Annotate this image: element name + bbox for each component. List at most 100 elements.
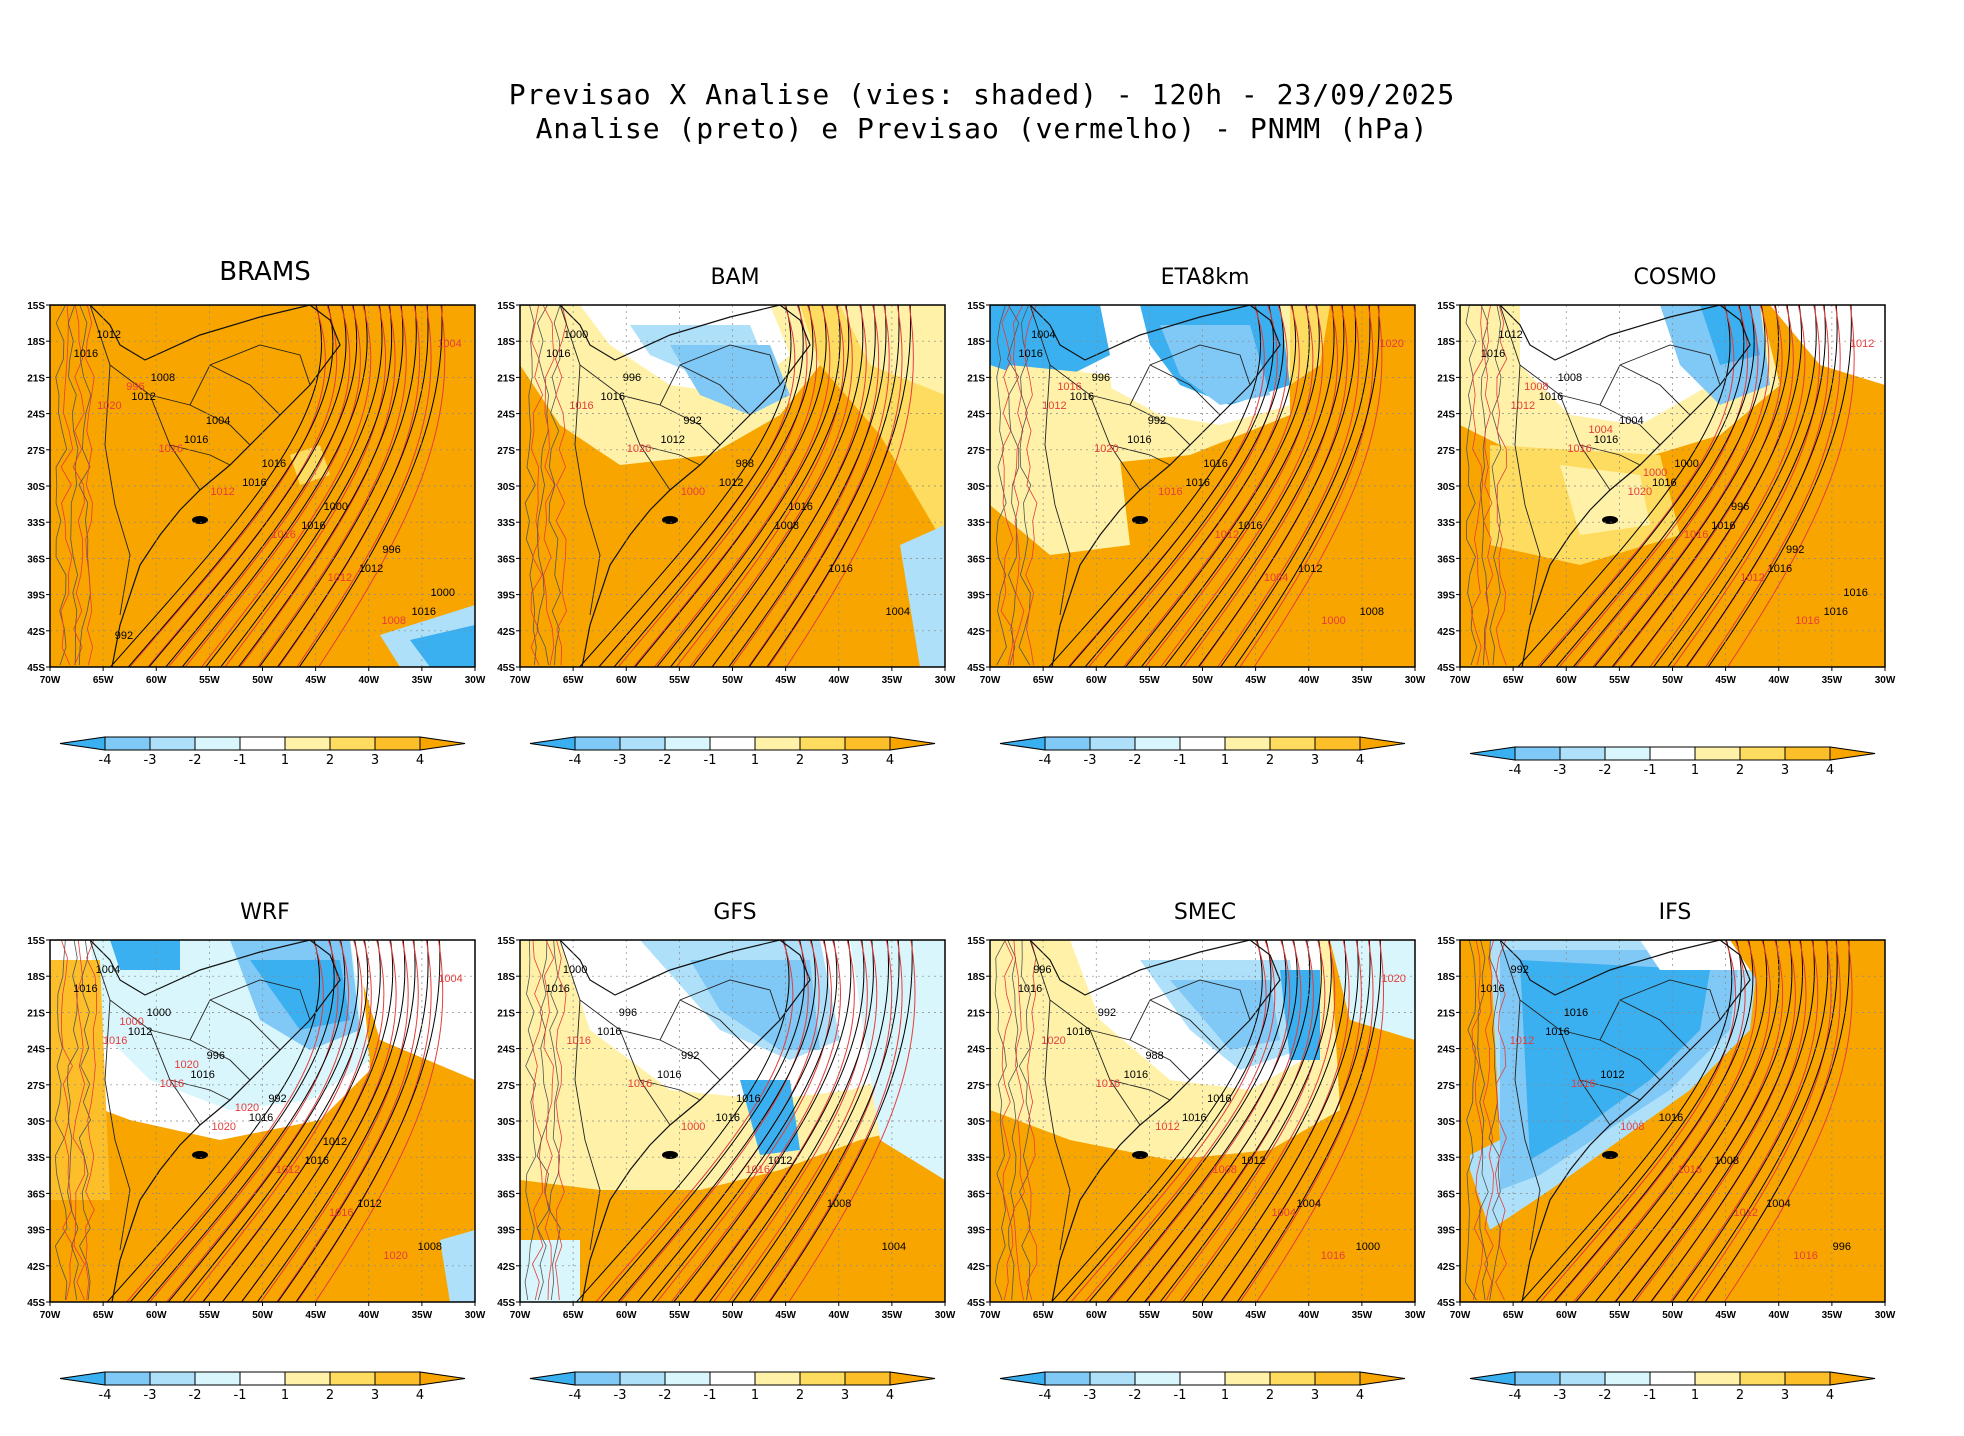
isobars	[524, 940, 916, 1302]
red-contour-label: 1004	[1588, 424, 1612, 436]
black-contour-label: 1016	[1018, 348, 1042, 360]
red-contour-label: 1000	[1643, 467, 1667, 479]
panel-title: WRF	[240, 900, 290, 925]
red-contour-label: 1012	[1740, 572, 1764, 584]
black-contour-label: 992	[268, 1093, 286, 1105]
red-contour-label: 1004	[438, 973, 462, 985]
lat-label: 24S	[967, 1045, 985, 1056]
colorbar-label: -4	[1039, 753, 1052, 768]
lat-label: 45S	[27, 1298, 45, 1309]
red-contour-label: 1000	[681, 1121, 705, 1133]
red-contour-label: 1000	[119, 1016, 143, 1028]
lat-label: 36S	[967, 1189, 985, 1200]
lon-label: 70W	[980, 1310, 1001, 1321]
colorbar-label: 3	[371, 753, 379, 768]
isobars	[994, 940, 1385, 1302]
red-contour-label: 1016	[569, 400, 593, 412]
lon-label: 35W	[882, 675, 903, 686]
lat-label: 36S	[497, 554, 515, 565]
colorbar-label: 4	[886, 1388, 894, 1403]
black-contour-label: 1000	[1674, 458, 1698, 470]
colorbar	[999, 1371, 1406, 1386]
lon-label: 30W	[1875, 1310, 1896, 1321]
black-contour-label: 1012	[661, 434, 685, 446]
black-contour-label: 992	[115, 630, 133, 642]
coastlines	[520, 940, 811, 1302]
colorbar-label: -1	[234, 1388, 247, 1403]
lon-label: 35W	[882, 1310, 903, 1321]
lat-label: 27S	[497, 446, 515, 457]
colorbar-label: -3	[144, 753, 157, 768]
black-contour-label: 1004	[1766, 1198, 1790, 1210]
black-contour-label: 1016	[1238, 520, 1262, 532]
grid	[46, 939, 476, 1306]
lon-label: 40W	[358, 675, 379, 686]
red-contour-label: 1016	[1057, 381, 1081, 393]
coastlines	[50, 305, 341, 667]
panel-title: GFS	[713, 900, 757, 925]
colorbar-label: -1	[1174, 1388, 1187, 1403]
lat-label: 36S	[27, 554, 45, 565]
black-contour-label: 1016	[1203, 458, 1227, 470]
black-contour-label: 1016	[184, 434, 208, 446]
black-contour-label: 1016	[1186, 477, 1210, 489]
lon-label: 65W	[93, 675, 114, 686]
lat-label: 45S	[967, 663, 985, 674]
black-contour-label: 996	[207, 1050, 225, 1062]
red-contour-label: 1020	[627, 443, 651, 455]
black-contour-label: 992	[681, 1050, 699, 1062]
red-contour-label: 1020	[97, 400, 121, 412]
colorbar-label: 4	[416, 753, 424, 768]
colorbar-label: 4	[1826, 1388, 1834, 1403]
colorbar-label: 3	[1311, 1388, 1319, 1403]
colorbar-label: -1	[704, 1388, 717, 1403]
lon-label: 60W	[1086, 675, 1107, 686]
red-contour-label: 1016	[628, 1078, 652, 1090]
colorbar-label: 2	[326, 1388, 334, 1403]
black-contour-label: 1016	[1564, 1007, 1588, 1019]
black-contour-label: 1008	[418, 1241, 442, 1253]
colorbar-label: 4	[1826, 763, 1834, 778]
panel-title: SMEC	[1173, 900, 1237, 925]
black-contour-label: 1016	[1711, 520, 1735, 532]
lat-label: 30S	[497, 1117, 515, 1128]
red-contour-label: 1016	[1567, 443, 1591, 455]
black-contour-label: 1016	[1182, 1112, 1206, 1124]
lon-label: 60W	[1556, 675, 1577, 686]
lon-label: 40W	[828, 675, 849, 686]
colorbar	[59, 1371, 466, 1386]
black-contour-label: 1016	[242, 477, 266, 489]
lat-label: 18S	[1437, 337, 1455, 348]
red-contour-label: 1012	[210, 486, 234, 498]
lon-label: 45W	[775, 1310, 796, 1321]
red-contour-label: 1016	[329, 1207, 353, 1219]
colorbar-label: 1	[281, 753, 289, 768]
lat-label: 27S	[967, 1081, 985, 1092]
colorbar-label: 3	[841, 753, 849, 768]
colorbar-label: 2	[1266, 753, 1274, 768]
red-contour-label: 1012	[1850, 338, 1874, 350]
colorbar-label: -1	[704, 753, 717, 768]
lon-label: 65W	[563, 1310, 584, 1321]
colorbar-label: 3	[1781, 763, 1789, 778]
black-contour-label: 1016	[1124, 1069, 1148, 1081]
lon-label: 55W	[199, 1310, 220, 1321]
lon-label: 50W	[1662, 1310, 1683, 1321]
lat-label: 30S	[1437, 482, 1455, 493]
red-contour-label: 1016	[1096, 1078, 1120, 1090]
colorbar-label: -1	[1174, 753, 1187, 768]
lon-label: 70W	[1450, 675, 1471, 686]
lon-label: 60W	[616, 675, 637, 686]
colorbar-label: 1	[1691, 1388, 1699, 1403]
lon-label: 60W	[146, 1310, 167, 1321]
lat-label: 39S	[967, 591, 985, 602]
black-contour-label: 1012	[768, 1155, 792, 1167]
lat-label: 36S	[497, 1189, 515, 1200]
lat-label: 42S	[967, 1262, 985, 1273]
lat-label: 45S	[497, 663, 515, 674]
colorbar-label: -2	[1129, 753, 1142, 768]
